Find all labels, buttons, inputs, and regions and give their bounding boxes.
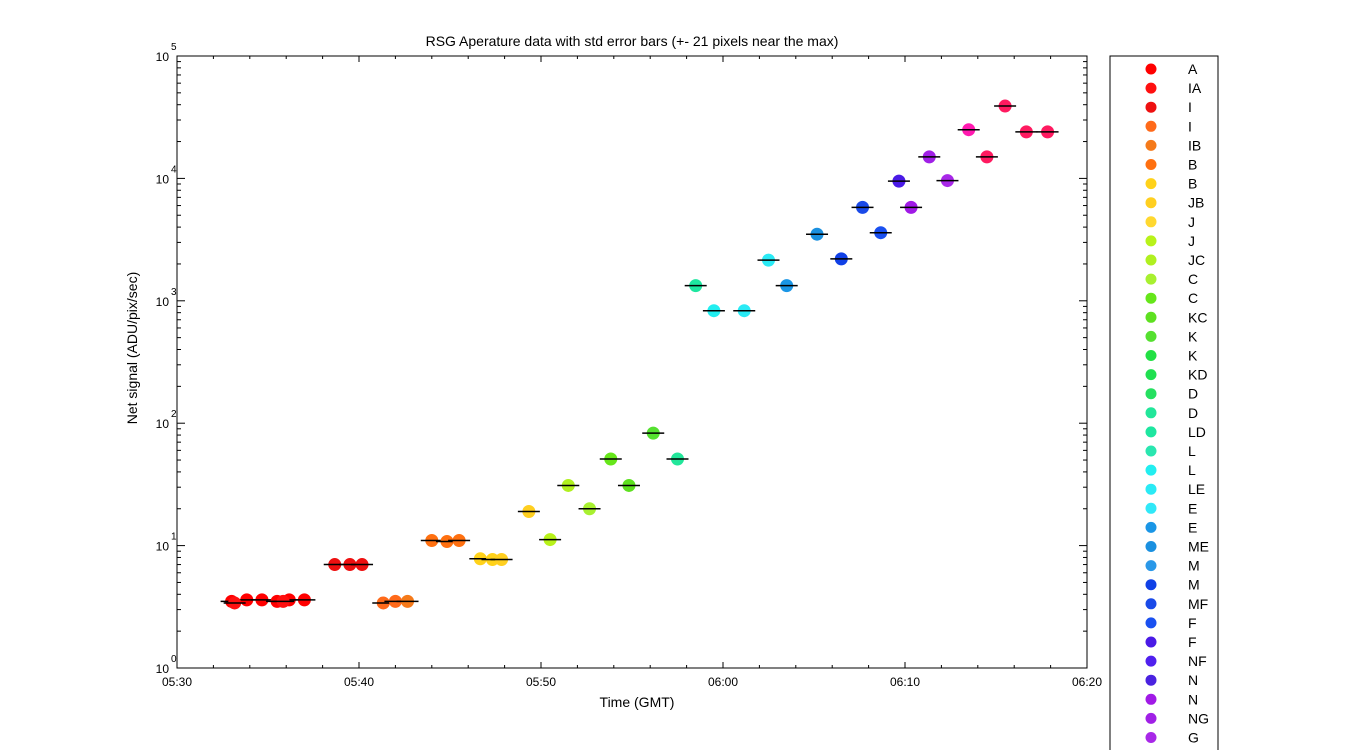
legend-marker xyxy=(1145,139,1157,151)
legend-label: LD xyxy=(1188,424,1206,440)
legend-label: N xyxy=(1188,691,1198,707)
legend-label: G xyxy=(1188,730,1199,746)
legend-marker xyxy=(1145,101,1157,113)
legend-marker xyxy=(1145,63,1157,75)
legend-label: E xyxy=(1188,500,1197,516)
legend-label: K xyxy=(1188,348,1198,364)
legend-label: NF xyxy=(1188,653,1207,669)
legend-marker xyxy=(1145,178,1157,190)
legend-marker xyxy=(1145,502,1157,514)
legend-marker xyxy=(1145,407,1157,419)
legend-label: J xyxy=(1188,214,1195,230)
x-tick-label: 05:30 xyxy=(162,675,192,689)
y-tick-label: 10 xyxy=(156,662,170,676)
legend-label: JC xyxy=(1188,252,1205,268)
legend-marker xyxy=(1145,159,1157,170)
legend-marker xyxy=(1145,464,1157,476)
y-tick-exponent: 1 xyxy=(171,532,177,543)
legend-marker xyxy=(1145,350,1157,361)
legend-marker xyxy=(1145,521,1157,533)
x-tick-label: 06:10 xyxy=(890,675,920,689)
legend-label: KC xyxy=(1188,309,1207,325)
legend-label: D xyxy=(1188,386,1198,402)
legend: A IA II IB BB JB JJ JC CC KC KK KD DD LD LL LE EE ME MM MF F… xyxy=(1145,61,1209,746)
y-tick-label: 10 xyxy=(156,50,170,64)
legend-label: I xyxy=(1188,99,1192,115)
legend-label: M xyxy=(1188,577,1200,593)
legend-label: C xyxy=(1188,290,1198,306)
y-axis-label: Net signal (ADU/pix/sec) xyxy=(124,272,140,425)
legend-marker xyxy=(1145,369,1157,381)
y-tick-label: 10 xyxy=(156,172,170,186)
legend-marker xyxy=(1145,292,1157,304)
legend-label: L xyxy=(1188,462,1196,478)
legend-label: A xyxy=(1188,61,1198,77)
y-tick-exponent: 5 xyxy=(171,42,177,53)
legend-marker xyxy=(1145,216,1157,228)
legend-marker xyxy=(1145,541,1157,552)
legend-label: F xyxy=(1188,634,1197,650)
legend-label: F xyxy=(1188,615,1197,631)
legend-label: ME xyxy=(1188,539,1209,555)
x-tick-label: 05:50 xyxy=(526,675,556,689)
legend-label: NG xyxy=(1188,710,1209,726)
legend-label: LE xyxy=(1188,481,1205,497)
legend-marker xyxy=(1145,120,1157,132)
legend-label: IA xyxy=(1188,80,1202,96)
y-tick-exponent: 4 xyxy=(171,164,177,175)
y-tick-label: 10 xyxy=(156,295,170,309)
legend-marker xyxy=(1145,235,1157,247)
legend-label: C xyxy=(1188,271,1198,287)
legend-marker xyxy=(1145,426,1157,438)
x-tick-label: 05:40 xyxy=(344,675,374,689)
legend-marker xyxy=(1145,254,1157,266)
legend-marker xyxy=(1145,82,1157,94)
x-axis-label: Time (GMT) xyxy=(600,694,675,710)
legend-label: MF xyxy=(1188,596,1208,612)
y-tick-exponent: 3 xyxy=(171,287,177,298)
legend-marker xyxy=(1145,617,1157,629)
axes: 05:30 05:40 05:50 06:00 06:10 06:201001011021… xyxy=(156,42,1103,689)
y-tick-exponent: 2 xyxy=(171,409,177,420)
legend-marker xyxy=(1145,579,1157,591)
y-tick-label: 10 xyxy=(156,540,170,554)
legend-label: B xyxy=(1188,157,1197,173)
legend-label: N xyxy=(1188,672,1198,688)
legend-marker xyxy=(1145,655,1157,667)
legend-marker xyxy=(1145,330,1157,342)
legend-marker xyxy=(1145,273,1157,285)
legend-marker xyxy=(1145,712,1157,724)
x-tick-label: 06:00 xyxy=(708,675,738,689)
legend-marker xyxy=(1145,197,1157,209)
legend-marker xyxy=(1145,483,1157,495)
legend-marker xyxy=(1145,445,1157,457)
legend-label: J xyxy=(1188,233,1195,249)
x-tick-label: 06:20 xyxy=(1072,675,1102,689)
legend-marker xyxy=(1145,732,1157,743)
legend-label: L xyxy=(1188,443,1196,459)
legend-label: E xyxy=(1188,519,1197,535)
legend-marker xyxy=(1145,636,1157,648)
legend-label: KD xyxy=(1188,367,1207,383)
legend-label: M xyxy=(1188,558,1200,574)
legend-label: I xyxy=(1188,118,1192,134)
y-tick-exponent: 0 xyxy=(171,654,177,665)
legend-label: JB xyxy=(1188,195,1204,211)
y-tick-label: 10 xyxy=(156,417,170,431)
legend-marker xyxy=(1145,693,1157,705)
legend-label: B xyxy=(1188,176,1197,192)
legend-marker xyxy=(1145,388,1157,400)
legend-label: IB xyxy=(1188,137,1201,153)
data-marks xyxy=(220,99,1059,610)
chart-title: RSG Aperature data with std error bars (… xyxy=(426,33,839,49)
legend-box xyxy=(1109,55,1219,750)
legend-label: K xyxy=(1188,328,1198,344)
legend-marker xyxy=(1145,674,1157,686)
legend-marker xyxy=(1145,311,1157,323)
legend-marker xyxy=(1145,560,1157,572)
plot-area xyxy=(176,55,1088,669)
legend-label: D xyxy=(1188,405,1198,421)
legend-marker xyxy=(1145,598,1157,610)
